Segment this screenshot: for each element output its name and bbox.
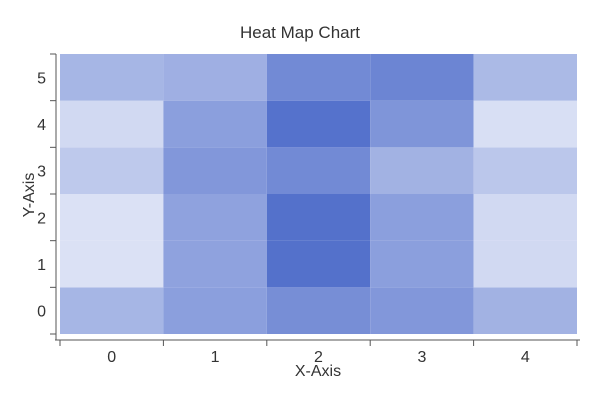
heatmap-cell-x0-y1 (60, 240, 164, 288)
x-tick-label: 3 (417, 349, 426, 366)
heatmap-cell-x3-y3 (370, 147, 474, 194)
heatmap-cell-x0-y5 (60, 54, 164, 101)
heatmap-cell-x1-y0 (163, 287, 267, 334)
heatmap-cell-x4-y4 (473, 100, 577, 148)
heatmap-cell-x1-y1 (163, 240, 267, 288)
x-tick-label: 0 (107, 349, 116, 366)
y-tick-label: 0 (37, 304, 46, 321)
y-tick-label: 1 (37, 257, 46, 274)
heatmap-cell-x2-y2 (266, 194, 371, 241)
heatmap-cell-x4-y0 (473, 287, 577, 334)
heatmap-cell-x0-y0 (60, 287, 164, 334)
heatmap-cell-x1-y5 (163, 54, 267, 101)
x-tick-label: 1 (211, 349, 220, 366)
heatmap-cell-x2-y4 (266, 100, 371, 148)
heatmap-cell-x4-y3 (473, 147, 577, 194)
x-tick-labels: 0 1 2 3 4 (107, 349, 530, 366)
heatmap-cell-x2-y5 (266, 54, 371, 101)
heatmap-cell-x3-y4 (370, 100, 474, 148)
x-axis-label: X-Axis (295, 363, 341, 380)
heatmap-cell-x4-y1 (473, 240, 577, 288)
heatmap-cell-x1-y2 (163, 194, 267, 241)
heatmap-cell-x3-y0 (370, 287, 474, 334)
y-tick-labels: 0 1 2 3 4 5 (37, 70, 46, 320)
heatmap-cell-x0-y3 (60, 147, 164, 194)
heatmap-cell-x4-y2 (473, 194, 577, 241)
heatmap-cell-x2-y0 (266, 287, 371, 334)
heatmap-cell-x1-y4 (163, 100, 267, 148)
heatmap-cell-x0-y2 (60, 194, 164, 241)
y-axis-label: Y-Axis (21, 173, 38, 218)
y-tick-label: 3 (37, 164, 46, 181)
heatmap-cell-x3-y2 (370, 194, 474, 241)
heatmap-cell-x3-y5 (370, 54, 474, 101)
heatmap-cells (60, 54, 577, 334)
heatmap-cell-x2-y3 (266, 147, 371, 194)
heatmap-cell-x4-y5 (473, 54, 577, 101)
heatmap-cell-x1-y3 (163, 147, 267, 194)
heatmap-cell-x3-y1 (370, 240, 474, 288)
y-tick-label: 5 (37, 70, 46, 87)
heatmap-cell-x0-y4 (60, 100, 164, 148)
chart-title: Heat Map Chart (240, 23, 360, 42)
y-tick-label: 4 (37, 117, 46, 134)
x-tick-label: 4 (521, 349, 530, 366)
y-tick-label: 2 (37, 210, 46, 227)
axes (50, 53, 580, 346)
heatmap-cell-x2-y1 (266, 240, 371, 288)
x-tick-label: 2 (314, 349, 323, 366)
